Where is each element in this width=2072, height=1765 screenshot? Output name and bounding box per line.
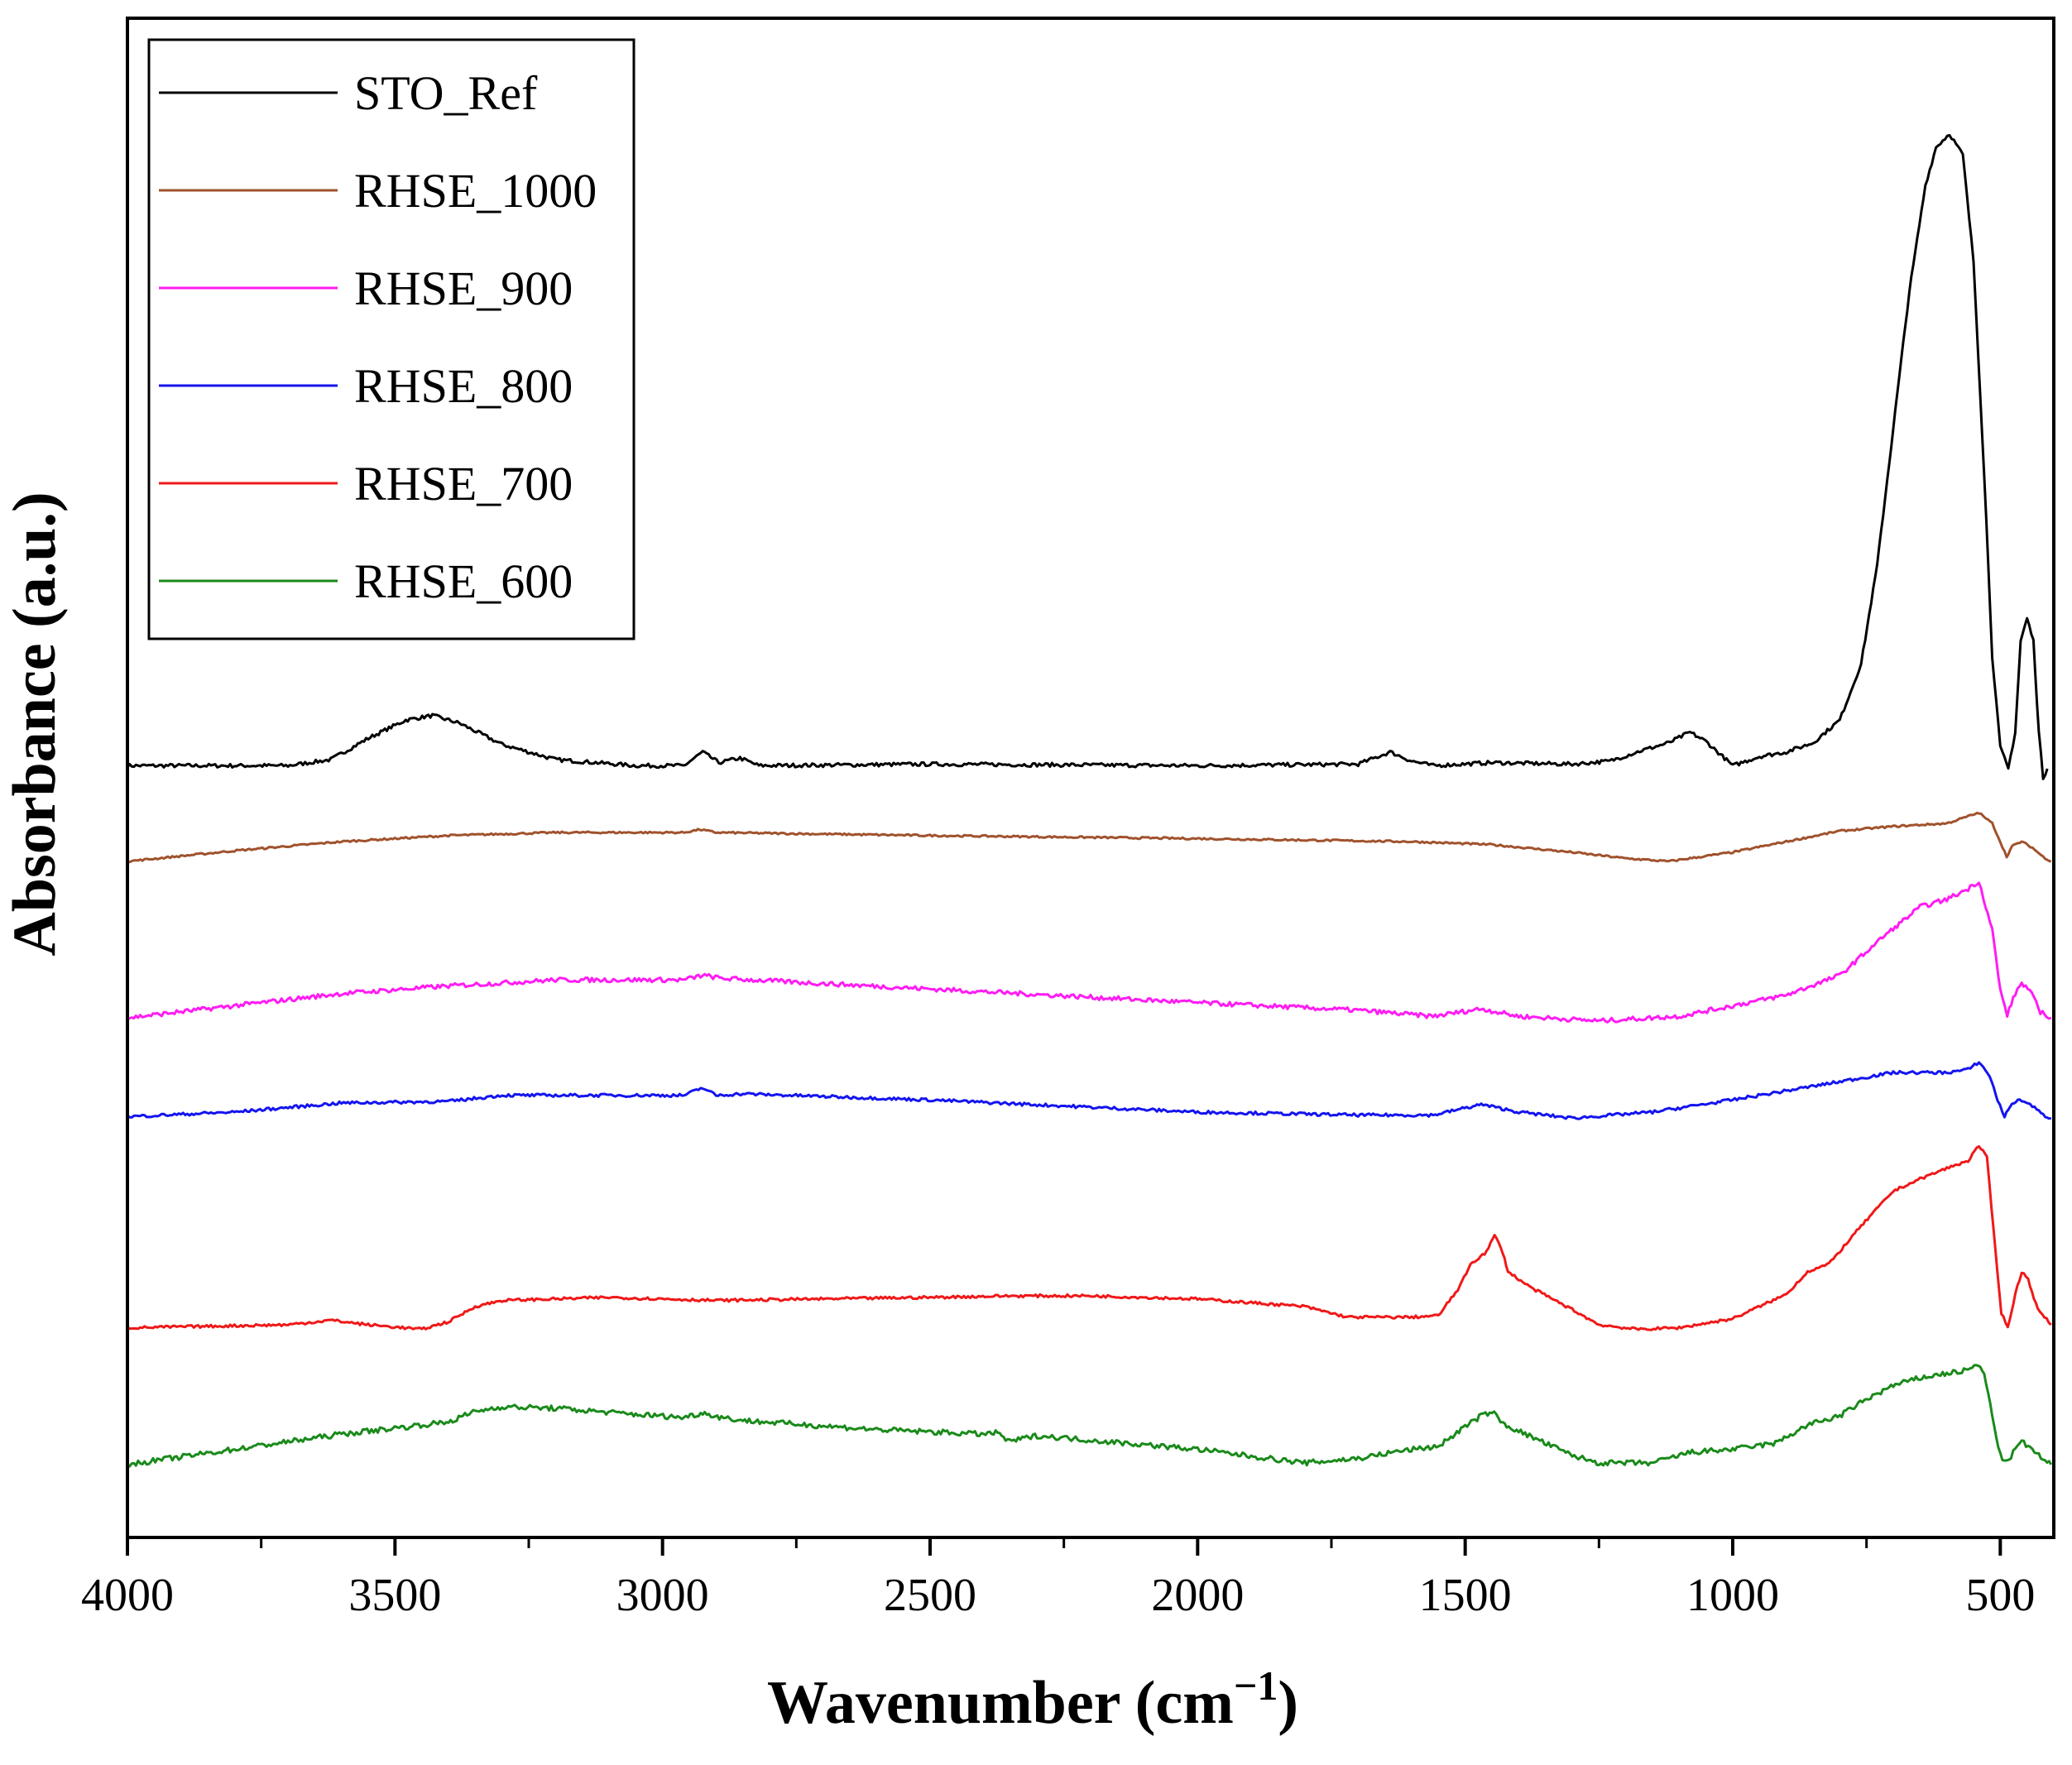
x-axis-title: Wavenumber (cm−1): [767, 1662, 1298, 1737]
series-line-rhse-600: [127, 1364, 2053, 1468]
legend-label-rhse-600: RHSE_600: [354, 554, 573, 608]
x-axis-ticks: 4000 3500 3000 2500 2000 1500 1000 500: [81, 1537, 2035, 1621]
series-line-rhse-900: [127, 881, 2052, 1024]
legend-label-rhse-700: RHSE_700: [354, 457, 573, 511]
legend-label-rhse-1000: RHSE_1000: [354, 164, 597, 218]
x-tick-label: 1000: [1686, 1570, 1779, 1621]
legend-label-rhse-900: RHSE_900: [354, 261, 573, 315]
x-tick-label: 1500: [1419, 1570, 1512, 1621]
x-tick-label: 500: [1965, 1570, 2035, 1621]
legend-box: [147, 38, 636, 640]
x-tick-label: 4000: [81, 1570, 174, 1621]
series-layer: [126, 133, 2053, 1468]
series-line-rhse-700: [127, 1144, 2052, 1331]
x-tick-label: 2000: [1151, 1570, 1244, 1621]
series-line-rhse-1000: [127, 812, 2052, 864]
legend: STO_Ref RHSE_1000 RHSE_900 RHSE_800 RHSE_700…: [147, 38, 636, 640]
series-line-rhse-800: [127, 1061, 2052, 1120]
x-tick-label: 3500: [348, 1570, 441, 1621]
x-tick-label: 2500: [884, 1570, 976, 1621]
legend-label-rhse-800: RHSE_800: [354, 359, 573, 413]
legend-label-sto-ref: STO_Ref: [354, 66, 538, 120]
plot-frame: [126, 17, 2055, 1539]
y-axis-title: Absorbance (a.u.): [1, 492, 69, 956]
x-tick-label: 3000: [616, 1570, 709, 1621]
series-line-sto-ref: [126, 133, 2049, 780]
